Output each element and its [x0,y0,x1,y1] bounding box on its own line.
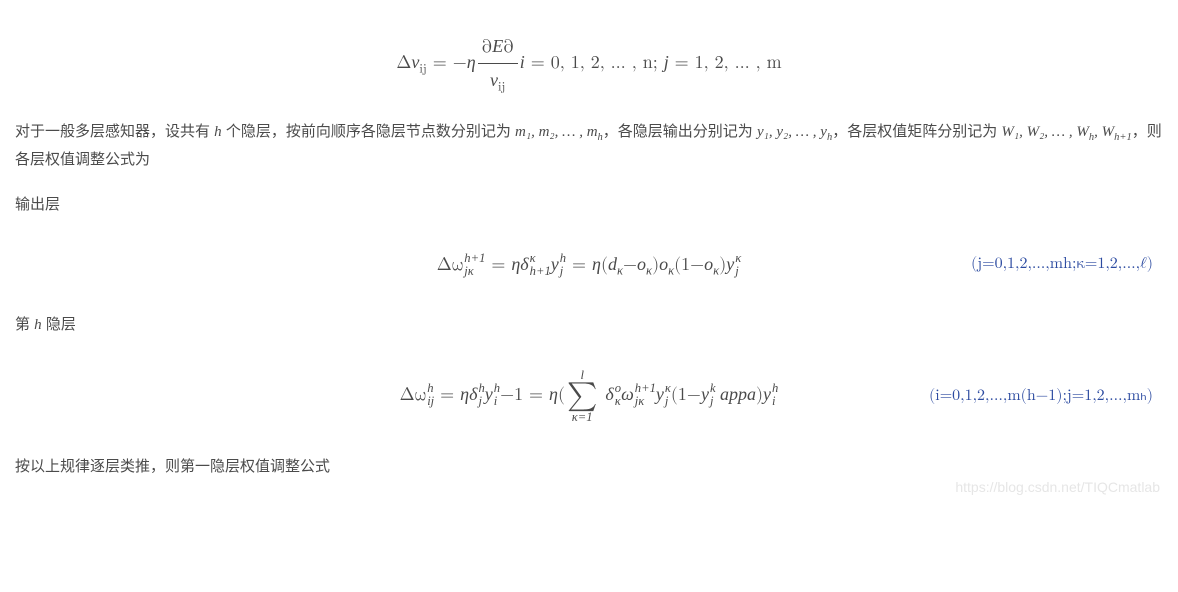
equation-output-layer: Δωh+1jκ = ηδκh+1yhj = η(dκ−oκ)oκ(1−oκ)yκ… [15,248,1163,281]
eq3-eta2: η [549,384,558,404]
eq2-o3: o [704,254,713,274]
p1-t3: ，各隐层输出分别记为 [603,123,757,140]
eq2-eta2: η [592,254,601,274]
eq1-num-E: E [492,36,503,56]
eq2-delta: δ [520,254,528,274]
eq1-fraction: ∂E∂ vij [478,30,518,98]
eq2-y2: y [726,254,734,274]
eq1-num-partial1: ∂ [482,38,493,56]
eq1-equals: = [433,54,447,72]
p1-w-h1: h+1 [1114,132,1132,143]
eq2-d-sub: h+1 [530,265,551,278]
eq2-open: ( [601,256,608,274]
eq1-den-sub: ij [498,82,505,94]
eq3-lhs: Δω [400,386,427,404]
label-hidden-layer: 第 h 隐层 [15,311,1163,339]
eq3-delta2: δ [605,384,613,404]
eq2-lhs-supsub: h+1jκ [464,252,485,277]
watermark-text: https://blog.csdn.net/TIQCmatlab [955,475,1160,500]
p1-w-comma: , W [1094,124,1114,140]
eq3-y4: y [763,384,771,404]
eq3-om-supsub: h+1jκ [635,382,656,407]
p1-y-seq: y₁, y₂, … , y [757,124,827,140]
eq2-y2-sup: κ [735,252,741,265]
eq2-dvar: d [608,254,617,274]
eq1-den-v: v [490,70,498,90]
eq2-minus: − [623,256,637,274]
eq2-eq1: = [485,256,511,274]
eq3-main: Δωhij = ηδhjyhi−1 = η(l∑κ=1 δoκωh+1jκyκj… [400,369,779,423]
paragraph-mlp-desc: 对于一般多层感知器，设共有 h 个隐层，按前向顺序各隐层节点数分别记为 m₁, … [15,118,1163,173]
eq3-sum-top: l [567,369,597,382]
eq3-y4-sub: i [772,395,778,408]
eq2-eq2: = [566,256,592,274]
eq3-minus1: −1 = [500,386,549,404]
document-body: Δvij = −η ∂E∂ vij i = 0, 1, 2, … , n; j … [0,0,1178,518]
eq3-close: ) [756,386,763,404]
p1-t4: ，各层权值矩阵分别记为 [832,123,1001,140]
eq3-eta: η [460,384,469,404]
eq3-y2: y [656,384,664,404]
sigma-icon: ∑ [567,382,597,411]
eq2-lhs-sub: jκ [464,265,485,278]
eq3-eq1: = [434,386,460,404]
label-hidden-pre: 第 [15,316,34,333]
eq1-lhs-delta: Δ [396,54,411,72]
eq3-sum: l∑κ=1 [567,369,597,423]
eq2-open2: (1− [674,256,704,274]
eq2-tag: (j=0,1,2,…,mh;κ=1,2,…,ℓ) [971,250,1153,279]
eq1-i-range: = 0, 1, 2, … , n; [525,54,664,72]
eq3-om-sub: jκ [635,395,656,408]
eq2-d-sup: κ [530,252,551,265]
p1-t1: 对于一般多层感知器，设共有 [15,123,214,140]
eq3-open2: (1− [671,386,701,404]
p1-h: h [214,124,222,140]
label-hidden-h: h [34,317,42,333]
eq3-open: ( [558,386,565,404]
eq2-y2-supsub: κj [735,252,741,277]
p1-t2: 个隐层，按前向顺序各隐层节点数分别记为 [222,123,515,140]
eq3-y4-supsub: hi [772,382,778,407]
eq2-eta: η [511,254,520,274]
equation-hidden-layer: Δωhij = ηδhjyhi−1 = η(l∑κ=1 δoκωh+1jκyκj… [15,369,1163,423]
label-hidden-post: 隐层 [42,316,76,333]
eq3-tag: (i=0,1,2,…,m(h−1);j=1,2,…,mₕ) [929,382,1153,411]
eq1-j-range: = 1, 2, … , m [669,54,782,72]
equation-delta-v: Δvij = −η ∂E∂ vij i = 0, 1, 2, … , n; j … [15,30,1163,98]
eq1-minus: − [453,54,467,72]
eq3-sum-bot: κ=1 [567,411,597,424]
p1-m-seq: m₁, m₂, … , m [515,124,598,140]
eq1-num-partial2: ∂ [503,38,514,56]
p1-w-seq: W₁, W₂, … , W [1001,124,1089,140]
eq2-o2: o [659,254,668,274]
eq2-lhs: Δω [437,256,464,274]
eq3-y1: y [485,384,493,404]
eq3-delta: δ [469,384,477,404]
eq2-main: Δωh+1jκ = ηδκh+1yhj = η(dκ−oκ)oκ(1−oκ)yκ… [437,248,742,281]
label-output-layer: 输出层 [15,191,1163,218]
eq2-y1: y [551,254,559,274]
eq3-appa: appa [716,384,757,404]
eq2-y2-sub: j [735,265,741,278]
eq2-d-supsub: κh+1 [530,252,551,277]
eq1-lhs-sub: ij [419,63,426,75]
eq1-eta: η [467,52,476,72]
eq3-omega: ω [621,384,634,404]
eq2-lhs-sup: h+1 [464,252,485,265]
eq2-o1: o [637,254,646,274]
eq3-y3: y [701,384,709,404]
